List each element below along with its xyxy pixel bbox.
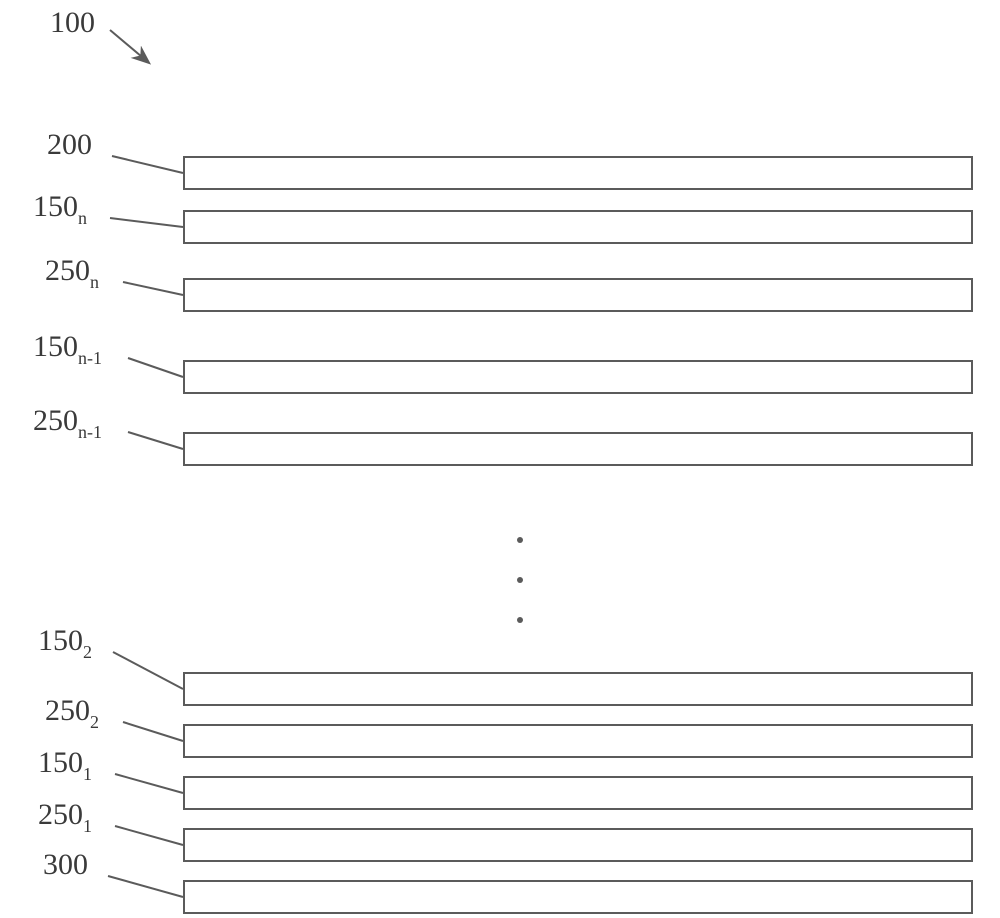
ellipsis-dot: [517, 537, 523, 543]
layer-label-base: 250: [45, 694, 90, 727]
layer-label-subscript: n-1: [78, 422, 102, 442]
layer-label-subscript: n: [78, 208, 87, 228]
layer-label: 250n-1: [33, 406, 102, 437]
layer-label-base: 150: [38, 624, 83, 657]
layer-label-base: 150: [33, 330, 78, 363]
lead-line: [112, 156, 183, 173]
layer-bar: [183, 360, 973, 394]
layer-label: 300: [43, 850, 88, 880]
layer-bar: [183, 210, 973, 244]
layer-label-subscript: 1: [83, 816, 92, 836]
layer-label-subscript: n: [90, 272, 99, 292]
layer-label: 250n: [45, 256, 99, 287]
layer-label: 2502: [45, 696, 99, 727]
layer-label-subscript: 2: [83, 642, 92, 662]
layer-bar: [183, 278, 973, 312]
layer-label-base: 250: [45, 254, 90, 287]
diagram-canvas: 100 200150n250n150n-1250n-11502250215012…: [0, 0, 1000, 918]
layer-bar: [183, 156, 973, 190]
layer-bar: [183, 828, 973, 862]
layer-bar: [183, 880, 973, 914]
layer-label-base: 300: [43, 848, 88, 881]
layer-label-subscript: n-1: [78, 348, 102, 368]
layer-bar: [183, 432, 973, 466]
layer-bar: [183, 724, 973, 758]
lead-line: [123, 722, 183, 741]
layer-label-base: 200: [47, 128, 92, 161]
lead-line: [115, 774, 183, 793]
ellipsis-dot: [517, 577, 523, 583]
layer-label-base: 250: [38, 798, 83, 831]
layer-label-subscript: 2: [90, 712, 99, 732]
lead-line: [113, 652, 183, 689]
lead-line: [110, 218, 183, 227]
lead-line: [123, 282, 183, 295]
layer-label: 1502: [38, 626, 92, 657]
layer-label-base: 150: [38, 746, 83, 779]
lead-line: [108, 876, 183, 897]
lead-line: [128, 358, 183, 377]
figure-ref-number-text: 100: [50, 6, 95, 39]
figure-ref-number: 100: [50, 8, 95, 38]
layer-label: 200: [47, 130, 92, 160]
lead-line: [115, 826, 183, 845]
layer-label: 150n-1: [33, 332, 102, 363]
layer-label-base: 250: [33, 404, 78, 437]
layer-label: 150n: [33, 192, 87, 223]
ellipsis-dot: [517, 617, 523, 623]
layer-bar: [183, 776, 973, 810]
layer-label: 1501: [38, 748, 92, 779]
layer-label: 2501: [38, 800, 92, 831]
layer-label-base: 150: [33, 190, 78, 223]
layer-label-subscript: 1: [83, 764, 92, 784]
layer-bar: [183, 672, 973, 706]
lead-line: [128, 432, 183, 449]
